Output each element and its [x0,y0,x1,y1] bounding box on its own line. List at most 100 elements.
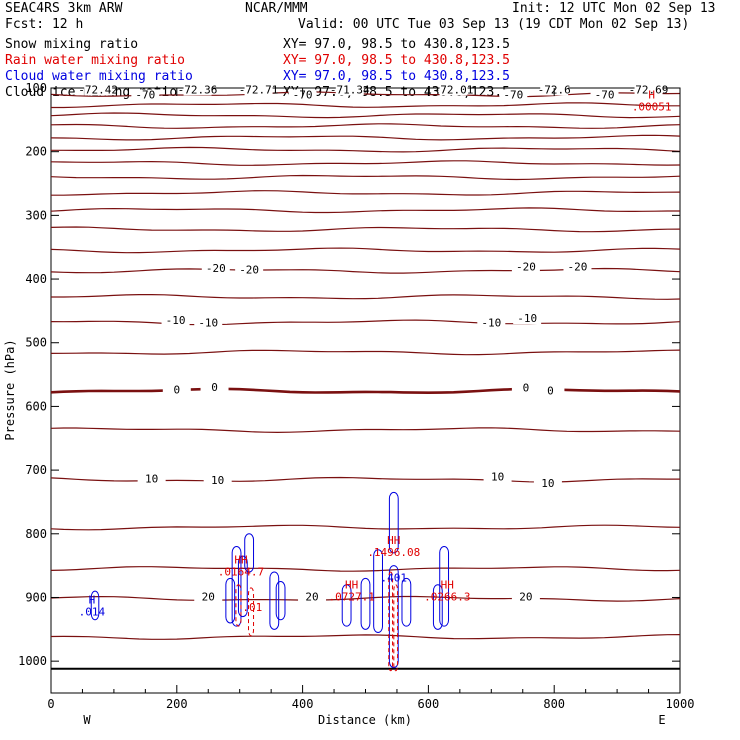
contour-label: -72.71 [239,83,279,96]
hydrometeor-contour [244,533,255,573]
contour-label: -70 [595,89,615,102]
x-end-label-east: E [658,713,665,727]
hydrometeor-contour [439,546,450,627]
y-tick-label: 200 [25,145,47,159]
contour-label: -10 [517,312,537,325]
contour-label: 20 [202,590,215,603]
hydrometeor-contour [360,577,371,630]
contour-line [50,566,681,572]
contour-label-bg [244,84,273,96]
contour-label: -20 [516,261,536,274]
contour-label: 20 [305,590,318,603]
contour-label: 0 [211,381,218,394]
contour-line [50,160,681,166]
contour-label: -72.36 [178,83,218,96]
y-tick-label: 500 [25,336,47,350]
contour-label-bg [511,591,540,603]
hydrometeor-contour [401,577,412,627]
contour-line [50,247,681,254]
maximum-value: .01 [242,601,262,614]
contour-label-bg [137,473,166,485]
maximum-marker: HH [234,553,247,566]
contour-label: 20 [519,590,532,603]
maximum-marker: HH [387,534,400,547]
contour-line [50,134,681,141]
contour-label: -10 [166,314,186,327]
hydrometeor-contour [225,577,236,624]
maximum-value: .0266.3 [424,591,470,604]
contour-label: -72.01 [434,83,474,96]
hydrometeor-contour [432,584,443,630]
y-tick-label: 800 [25,527,47,541]
contour-label-bg [499,89,528,101]
maximum-value: .1496.08 [367,546,420,559]
legend-xy: XY= 97.0, 98.5 to 430.8,123.5 [283,53,510,68]
contour-label: 10 [145,473,158,486]
maximum-marker: HH [441,579,454,592]
contour-label-bg [590,89,619,101]
contour-line [50,226,681,233]
contour-label-bg [162,384,191,396]
contour-label-bg [335,84,364,96]
contour-label: -72.69 [629,83,669,96]
maximum-marker: H [648,88,655,101]
y-tick-label: 100 [25,81,47,95]
contour-label-bg [200,381,229,393]
contour-label: 10 [211,474,224,487]
header-fcst: Fcst: 12 h [5,17,83,32]
hydrometeor-contour [231,546,242,627]
x-tick-label: 400 [292,697,314,711]
maximum-value: .0727.1 [328,591,374,604]
hydrometeor-contour [393,584,399,672]
contour-line [51,190,681,196]
hydrometeor-contour [388,491,399,554]
contour-line [51,146,681,153]
contour-label-bg [439,84,468,96]
legend-label: Cloud water mixing ratio [5,69,193,84]
contour-label-bg [183,84,212,96]
contour-label: 0 [547,385,554,398]
contour-label: 10 [541,477,554,490]
contour-label: -20 [206,262,226,275]
header-init: Init: 12 UTC Mon 02 Sep 13 [512,1,716,16]
hydrometeor-contour [373,549,383,633]
contour-label-bg [84,84,113,96]
header-center-title: NCAR/MMM [245,1,308,16]
hydrometeor-contour [275,581,286,621]
contour-label: 0 [523,382,530,395]
contour-label: -10 [198,317,218,330]
contour-line [51,294,681,300]
contour-label-bg [563,261,592,273]
contour-label-bg [477,317,506,329]
contour-line [50,174,681,181]
contour-label-bg [483,471,512,483]
maximum-value: .014 [79,605,106,618]
y-tick-label: 1000 [18,654,47,668]
hydrometeor-contour [341,584,352,627]
contour-label-bg [536,385,565,397]
x-tick-label: 600 [418,697,440,711]
maximum-value: .401 [381,572,408,585]
contour-label-bg [194,591,223,603]
hydrometeor-contour [235,584,242,627]
y-tick-label: 700 [25,463,47,477]
x-tick-label: 0 [47,697,54,711]
y-tick-label: 600 [25,399,47,413]
hydrometeor-contour [269,571,280,630]
contour-label: -20 [239,264,259,277]
contour-label: -20 [568,261,588,274]
contour-line [50,112,681,119]
y-tick-label: 300 [25,208,47,222]
contour-line [50,427,681,434]
maximum-value: .0164.7 [218,565,264,578]
contour-label: -10 [481,317,501,330]
contour-line [50,319,681,326]
contour-label-bg [511,261,540,273]
header-left-title: SEAC4RS 3km ARW [5,1,123,16]
x-tick-label: 1000 [666,697,695,711]
legend-label: Snow mixing ratio [5,37,138,52]
contour-label-bg [131,89,160,101]
